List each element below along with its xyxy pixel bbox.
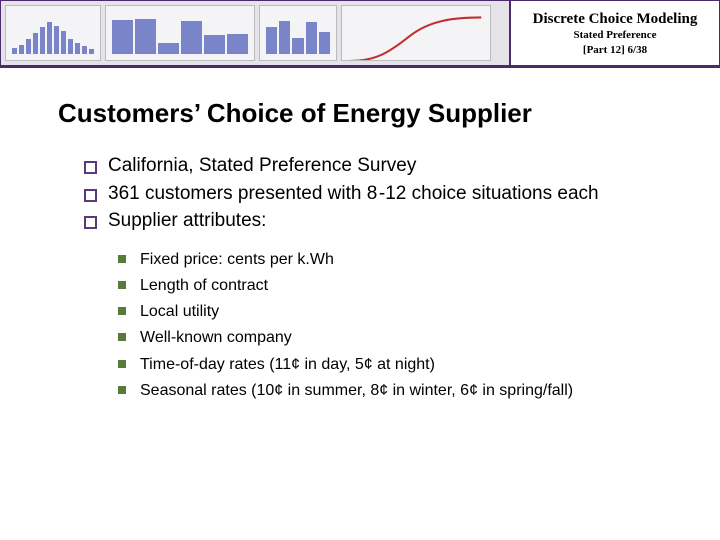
sub-bullet: Well-known company bbox=[118, 326, 682, 349]
sub-bullet: Time-of-day rates (11¢ in day, 5¢ at nig… bbox=[118, 353, 682, 376]
slide-content: Customers’ Choice of Energy Supplier Cal… bbox=[0, 68, 720, 402]
sub-bullet-list: Fixed price: cents per k.Wh Length of con… bbox=[84, 248, 682, 402]
main-bullet: 361 customers presented with 8 -12 choic… bbox=[84, 181, 682, 207]
header-titleblock: Discrete Choice Modeling Stated Preferen… bbox=[510, 0, 720, 66]
main-bullet: Supplier attributes: bbox=[84, 208, 682, 234]
chart-thumbnail bbox=[259, 5, 337, 61]
slide-title: Customers’ Choice of Energy Supplier bbox=[58, 98, 682, 129]
slide-header: Discrete Choice Modeling Stated Preferen… bbox=[0, 0, 720, 68]
part-indicator: [Part 12] 6/38 bbox=[583, 44, 647, 56]
sub-bullet: Local utility bbox=[118, 300, 682, 323]
chart-thumbnail bbox=[341, 5, 491, 61]
chart-thumbnail bbox=[105, 5, 255, 61]
course-subtitle: Stated Preference bbox=[574, 29, 657, 41]
sub-bullet: Fixed price: cents per k.Wh bbox=[118, 248, 682, 271]
sub-bullet: Length of contract bbox=[118, 274, 682, 297]
sub-bullet: Seasonal rates (10¢ in summer, 8¢ in win… bbox=[118, 379, 682, 402]
chart-thumbnail bbox=[5, 5, 101, 61]
main-bullet-list: California, Stated Preference Survey361 … bbox=[58, 153, 682, 402]
course-title: Discrete Choice Modeling bbox=[533, 11, 698, 28]
header-thumbnails bbox=[0, 0, 510, 66]
main-bullet: California, Stated Preference Survey bbox=[84, 153, 682, 179]
